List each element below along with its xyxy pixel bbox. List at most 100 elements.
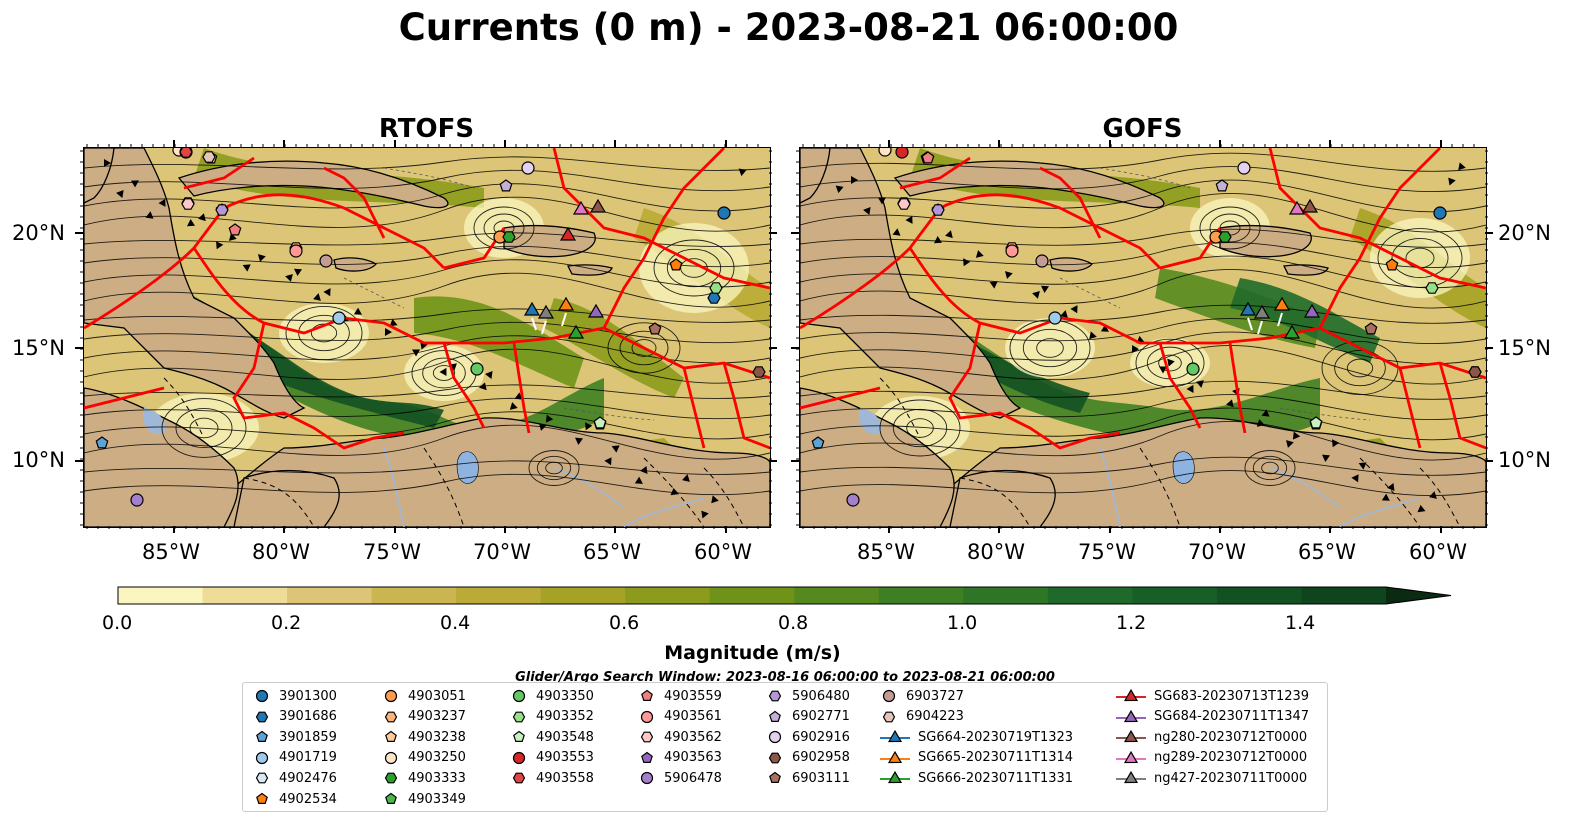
streamline <box>432 365 456 381</box>
float-marker-5906480 <box>931 204 945 216</box>
legend-item: 6902958 <box>766 748 850 768</box>
legend-label: 6902958 <box>792 750 850 766</box>
eez-boundary <box>323 166 386 239</box>
legend-label: 4902476 <box>279 770 337 786</box>
streamline-arrow <box>509 402 518 410</box>
legend-item: 4903548 <box>510 727 594 747</box>
legend-item: 3901686 <box>253 707 337 727</box>
colorbar-tick-label: 1.4 <box>1285 612 1316 634</box>
legend-symbol <box>768 731 782 744</box>
streamline <box>800 470 1486 497</box>
legend-marker-triangle <box>880 750 910 763</box>
streamline <box>84 411 770 440</box>
streamline-arrow <box>611 445 620 453</box>
streamline-arrow <box>1159 366 1168 374</box>
legend-label: SG664-20230719T1323 <box>918 729 1074 745</box>
streamline-arrow <box>682 474 690 482</box>
streamline-arrow <box>1331 439 1340 448</box>
legend-label: ng427-20230711T0000 <box>1154 770 1308 786</box>
legend-marker-triangle <box>1116 730 1146 743</box>
streamline <box>800 304 1486 324</box>
streamline-arrow <box>1186 384 1194 393</box>
x-tick-label: 80°W <box>252 540 310 564</box>
land-mass <box>177 160 449 209</box>
country-border <box>703 467 745 527</box>
legend-label: 6904223 <box>906 709 964 725</box>
legend-item: SG683-20230713T1239 <box>1116 686 1309 706</box>
river <box>1339 497 1421 527</box>
legend-item: 4903250 <box>382 748 466 768</box>
colorbar <box>117 586 1452 605</box>
legend: 3901300 3901686 3901859 4901719 4902476 49025… <box>242 682 1328 812</box>
legend-symbol <box>1123 750 1139 763</box>
streamline-arrow <box>216 241 224 250</box>
streamline-arrow <box>1226 399 1234 408</box>
colorbar-segment <box>878 587 964 604</box>
colorbar-tick-label: 0.6 <box>609 612 640 634</box>
streamline <box>1346 358 1374 378</box>
colorbar-segment <box>1132 587 1218 604</box>
streamline <box>1036 338 1064 358</box>
gofs-current-map <box>800 148 1486 527</box>
eez-boundary <box>232 322 405 450</box>
streamline <box>800 166 1486 193</box>
streamline-arrow <box>604 457 612 466</box>
legend-item: 4903238 <box>382 727 466 747</box>
legend-label: SG666-20230711T1331 <box>918 770 1074 786</box>
streamline-arrow <box>863 207 871 215</box>
legend-item: 4903333 <box>382 768 466 788</box>
eez-boundary <box>899 156 971 190</box>
float-marker-3901300 <box>717 206 731 220</box>
legend-marker-circle <box>384 751 398 764</box>
streamline <box>800 179 1486 213</box>
colorbar-segment <box>540 587 626 604</box>
float-marker-4903333 <box>502 231 516 243</box>
legend-label: 4903350 <box>536 688 594 704</box>
streamline-arrow <box>1256 419 1265 427</box>
legend-marker-circle <box>640 772 654 785</box>
streamline-arrow <box>934 236 942 244</box>
land-mass <box>567 264 613 276</box>
colorbar-segment <box>963 587 1049 604</box>
legend-label: SG683-20230713T1239 <box>1154 688 1310 704</box>
legend-symbol <box>256 730 268 743</box>
streamline-arrow <box>738 168 747 177</box>
float-marker-SG666-20230711T1331 <box>567 324 585 339</box>
legend-label: 4902534 <box>279 791 337 807</box>
streamline <box>310 323 338 343</box>
streamline <box>800 242 1486 269</box>
float-marker-SG683-20230713T1239 <box>559 226 577 241</box>
legend-marker-hexagon <box>768 690 782 702</box>
streamline <box>800 380 1486 400</box>
streamline-arrow <box>851 176 858 184</box>
legend-symbol <box>769 772 781 784</box>
float-marker-4902534 <box>669 258 683 271</box>
streamline-arrow <box>640 466 648 474</box>
glider-track <box>531 317 537 331</box>
eez-boundary <box>1228 342 1247 434</box>
streamline-arrow <box>670 487 679 496</box>
streamline-arrow <box>294 268 302 276</box>
legend-label: 4903563 <box>664 750 722 766</box>
streamline <box>879 399 961 457</box>
glider-track <box>561 312 567 327</box>
legend-symbol <box>882 711 896 722</box>
streamline <box>536 455 572 481</box>
legend-item: 4903561 <box>638 707 722 727</box>
x-tick-label: 70°W <box>1188 540 1246 564</box>
streamline-arrow <box>575 437 583 445</box>
panel-title-rtofs: RTOFS <box>378 114 475 144</box>
legend-symbol <box>255 772 269 784</box>
float-marker-6903727 <box>319 254 333 268</box>
figure-title: Currents (0 m) - 2023-08-21 06:00:00 <box>398 6 1179 49</box>
streamline <box>800 318 1486 345</box>
legend-item: 4903051 <box>382 686 466 706</box>
streamline-arrow <box>228 233 237 241</box>
legend-symbol <box>768 690 782 702</box>
legend-item: 4903352 <box>510 707 594 727</box>
eez-boundary <box>1398 367 1422 449</box>
legend-label: 4903250 <box>408 750 466 766</box>
streamline-arrow <box>479 382 487 391</box>
legend-label: 5906480 <box>792 688 850 704</box>
streamline-arrow <box>584 422 593 431</box>
